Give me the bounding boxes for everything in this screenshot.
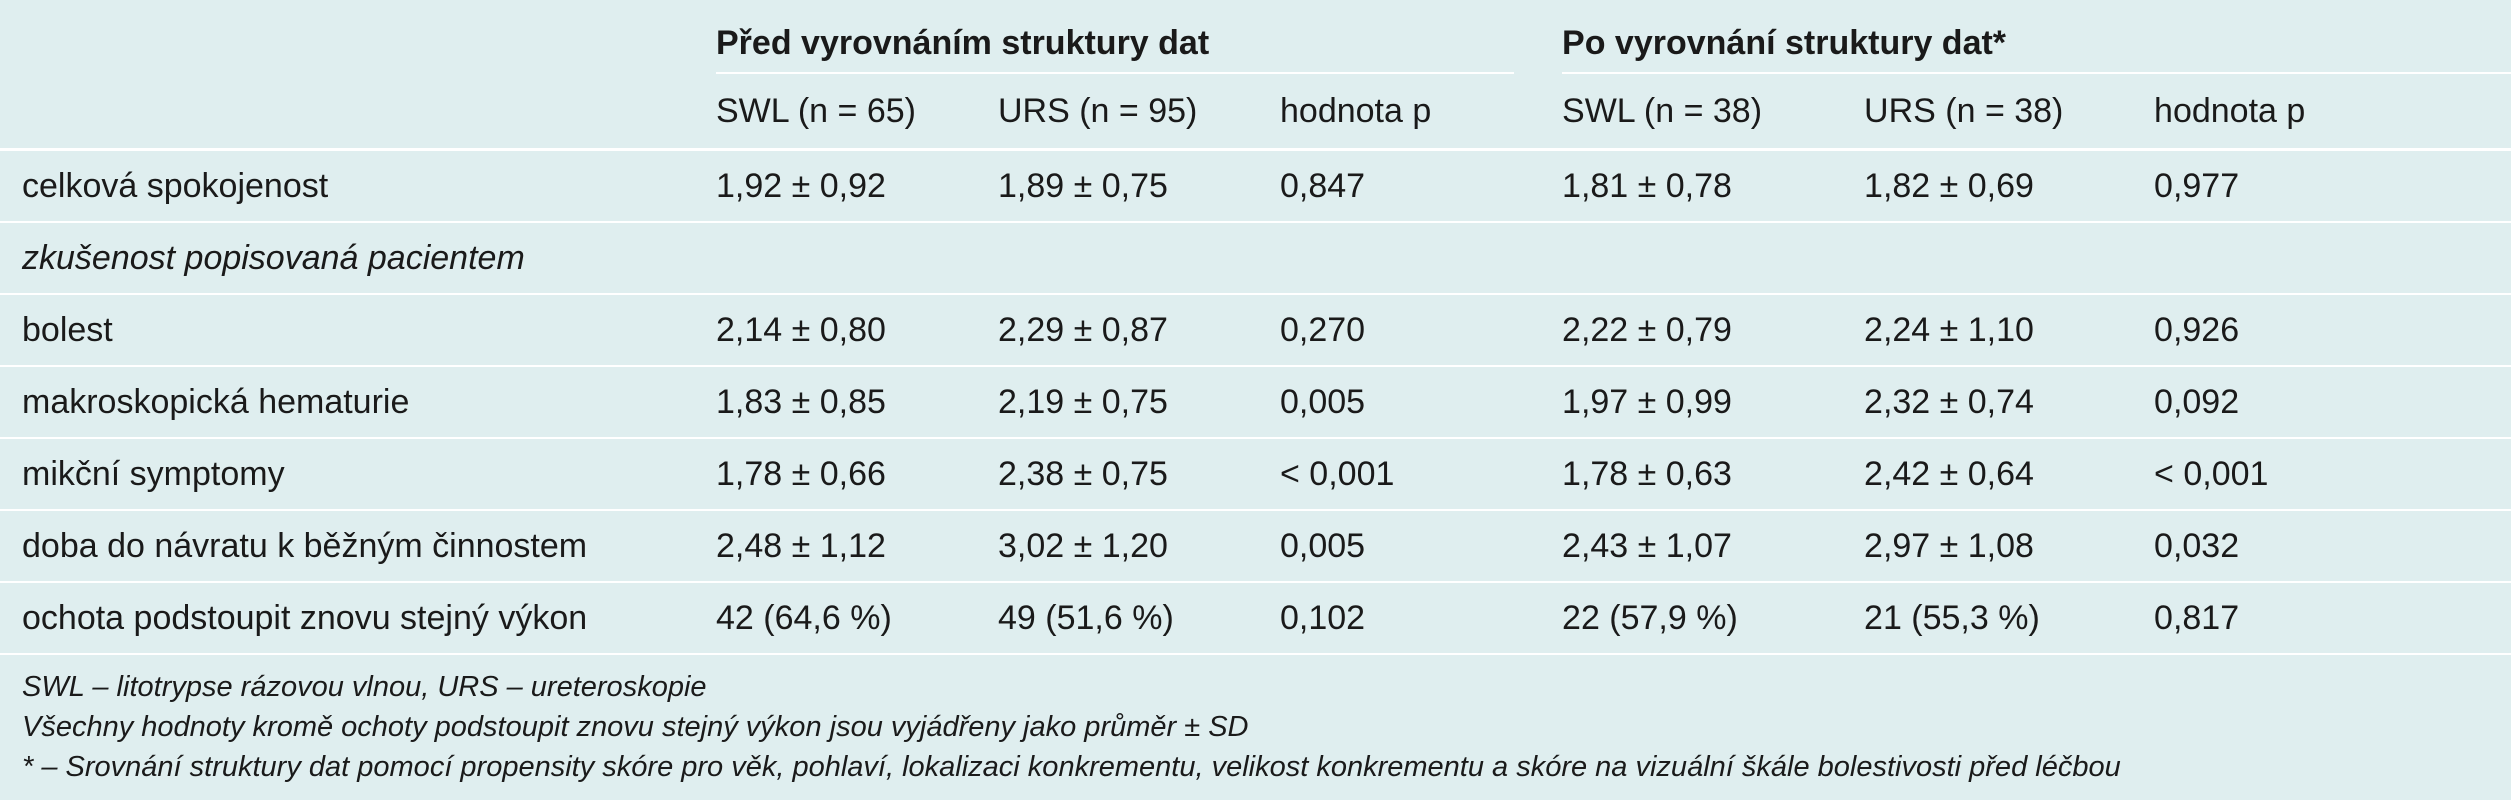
cell-gap [1514, 510, 1562, 582]
table-notes: SWL – litotrypse rázovou vlnou, URS – ur… [0, 655, 2511, 787]
cell-gap [1514, 294, 1562, 366]
subheader-gap [1514, 84, 1562, 150]
group-after-underline [1562, 72, 2511, 74]
cell-swl-before: 2,14 ± 0,80 [716, 310, 886, 349]
cell-urs-before: 3,02 ± 1,20 [998, 526, 1168, 565]
table-row: celková spokojenost 1,92 ± 0,92 1,89 ± 0… [0, 150, 2511, 223]
cell-p-after: 0,092 [2154, 382, 2240, 421]
cell-p-after: 0,926 [2154, 310, 2240, 349]
group-header-after: Po vyrovnání struktury dat* [1562, 0, 2511, 84]
cell-urs-after: 2,24 ± 1,10 [1864, 310, 2034, 349]
table-row: doba do návratu k běžným činnostem 2,48 … [0, 510, 2511, 582]
note-abbreviations: SWL – litotrypse rázovou vlnou, URS – ur… [22, 671, 707, 703]
cell-swl-after: 2,22 ± 0,79 [1562, 310, 1732, 349]
cell-gap [1514, 438, 1562, 510]
row-label: mikční symptomy [22, 454, 285, 493]
cell-urs-after: 2,97 ± 1,08 [1864, 526, 2034, 565]
cell-p-before: 0,270 [1280, 310, 1366, 349]
cell-urs-before: 1,89 ± 0,75 [998, 166, 1168, 205]
subheader-swl-before: SWL (n = 65) [716, 92, 916, 130]
group-header-row: Před vyrovnáním struktury dat Po vyrovná… [0, 0, 2511, 84]
cell-urs-after: 21 (55,3 %) [1864, 598, 2040, 637]
subheader-urs-before: URS (n = 95) [998, 92, 1198, 130]
table-row: makroskopická hematurie 1,83 ± 0,85 2,19… [0, 366, 2511, 438]
cell-swl-before: 1,83 ± 0,85 [716, 382, 886, 421]
cell-gap [1514, 582, 1562, 654]
group-after-label: Po vyrovnání struktury dat* [1562, 23, 2007, 62]
section-label: zkušenost popisovaná pacientem [22, 238, 525, 277]
row-label: doba do návratu k běžným činnostem [22, 526, 588, 565]
header-blank-cell [0, 0, 716, 84]
cell-urs-after: 2,32 ± 0,74 [1864, 382, 2034, 421]
group-header-before: Před vyrovnáním struktury dat [716, 0, 1515, 84]
cell-p-before: 0,005 [1280, 526, 1366, 565]
cell-p-before: 0,005 [1280, 382, 1366, 421]
subheader-p-after: hodnota p [2154, 92, 2306, 130]
cell-urs-before: 2,19 ± 0,75 [998, 382, 1168, 421]
table-row: bolest 2,14 ± 0,80 2,29 ± 0,87 0,270 2,2… [0, 294, 2511, 366]
cell-swl-after: 1,81 ± 0,78 [1562, 166, 1732, 205]
subheader-blank [0, 84, 716, 150]
table-row: mikční symptomy 1,78 ± 0,66 2,38 ± 0,75 … [0, 438, 2511, 510]
group-before-label: Před vyrovnáním struktury dat [716, 23, 1210, 62]
row-label: ochota podstoupit znovu stejný výkon [22, 598, 588, 637]
cell-p-after: < 0,001 [2154, 454, 2269, 493]
subheader-p-before: hodnota p [1280, 92, 1432, 130]
subheader-urs-after: URS (n = 38) [1864, 92, 2064, 130]
cell-p-after: 0,977 [2154, 166, 2240, 205]
note-matching: * – Srovnání struktury dat pomocí propen… [22, 751, 2121, 783]
cell-urs-before: 2,29 ± 0,87 [998, 310, 1168, 349]
cell-gap [1514, 150, 1562, 223]
subheader-swl-after: SWL (n = 38) [1562, 92, 1763, 130]
row-label: bolest [22, 310, 113, 349]
row-label: celková spokojenost [22, 166, 329, 205]
cell-swl-after: 22 (57,9 %) [1562, 598, 1738, 637]
cell-swl-before: 1,92 ± 0,92 [716, 166, 886, 205]
cell-urs-after: 2,42 ± 0,64 [1864, 454, 2034, 493]
cell-p-before: 0,102 [1280, 598, 1366, 637]
subheader-row: SWL (n = 65) URS (n = 95) hodnota p SWL … [0, 84, 2511, 150]
cell-urs-after: 1,82 ± 0,69 [1864, 166, 2034, 205]
cell-p-after: 0,032 [2154, 526, 2240, 565]
section-row: zkušenost popisovaná pacientem [0, 222, 2511, 294]
cell-p-before: 0,847 [1280, 166, 1366, 205]
row-label: makroskopická hematurie [22, 382, 410, 421]
gap-cell [1514, 0, 1562, 84]
cell-swl-after: 2,43 ± 1,07 [1562, 526, 1732, 565]
results-table: Před vyrovnáním struktury dat Po vyrovná… [0, 0, 2511, 654]
note-mean-sd: Všechny hodnoty kromě ochoty podstoupit … [22, 711, 1249, 743]
cell-urs-before: 49 (51,6 %) [998, 598, 1174, 637]
cell-swl-before: 42 (64,6 %) [716, 598, 892, 637]
cell-urs-before: 2,38 ± 0,75 [998, 454, 1168, 493]
cell-swl-after: 1,78 ± 0,63 [1562, 454, 1732, 493]
cell-p-after: 0,817 [2154, 598, 2240, 637]
cell-p-before: < 0,001 [1280, 454, 1395, 493]
group-before-underline [716, 72, 1515, 74]
cell-swl-before: 2,48 ± 1,12 [716, 526, 886, 565]
cell-swl-after: 1,97 ± 0,99 [1562, 382, 1732, 421]
table-row: ochota podstoupit znovu stejný výkon 42 … [0, 582, 2511, 654]
cell-swl-before: 1,78 ± 0,66 [716, 454, 886, 493]
cell-gap [1514, 366, 1562, 438]
